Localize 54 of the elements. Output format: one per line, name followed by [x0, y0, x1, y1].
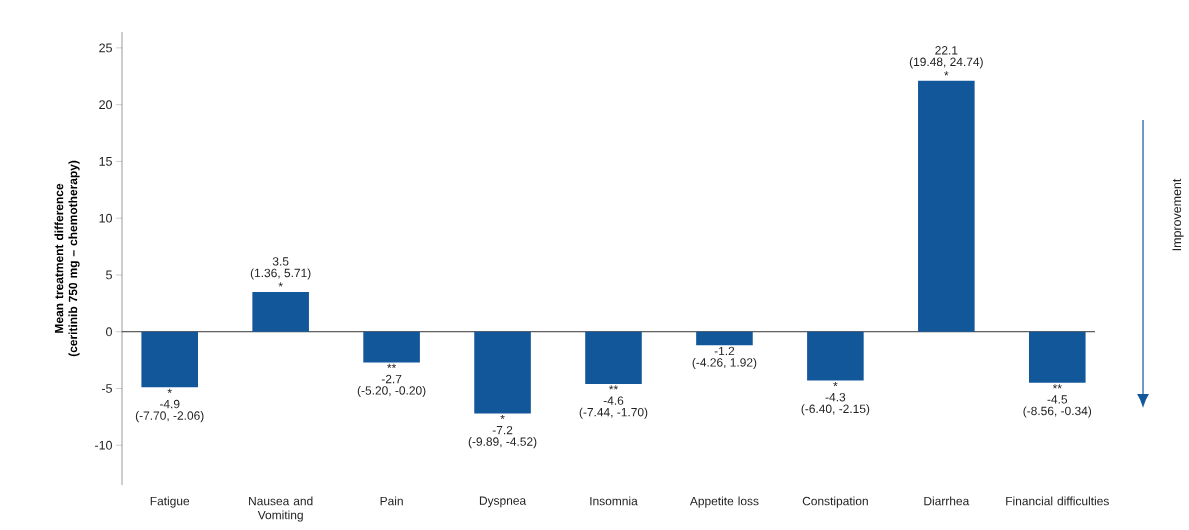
- x-tick-label: Fatigue: [150, 496, 190, 508]
- y-tick-label: -10: [95, 440, 112, 450]
- bar: [807, 331, 864, 381]
- x-tick-label: Financial difficulties: [1006, 496, 1109, 506]
- annotation: *: [833, 381, 838, 387]
- x-tick-label: Insomnia: [590, 496, 638, 506]
- annotation: (-4.26, 1.92): [692, 357, 757, 370]
- x-tick-label: Nausea and Vomiting: [249, 496, 313, 522]
- bar: [363, 331, 420, 363]
- annotation: *: [944, 71, 949, 76]
- annotation: (-7.44, -1.70): [579, 407, 648, 419]
- bar: [1028, 331, 1086, 383]
- bar: [474, 331, 531, 414]
- data-label: -4.9: [159, 399, 180, 409]
- data-label: -4.5: [1047, 395, 1068, 404]
- annotation: *: [278, 282, 283, 287]
- y-tick-label: 0: [106, 327, 112, 337]
- annotation: **: [609, 385, 618, 390]
- bar: [141, 331, 198, 388]
- annotation: (-7.70, -2.06): [135, 411, 204, 423]
- text: Improvement: [1172, 178, 1184, 251]
- annotation: (-9.89, -4.52): [468, 437, 537, 449]
- annotation: *: [500, 414, 505, 420]
- annotation: **: [387, 363, 397, 368]
- y-tick-label: 25: [99, 43, 112, 53]
- annotation: (-6.40, -2.15): [801, 404, 870, 416]
- y-tick-label: 10: [99, 213, 112, 223]
- y-axis-title: Mean treatment difference (ceritinib 750 mg – chemotherapy): [54, 160, 80, 357]
- annotation: (-8.56, -0.34): [1023, 406, 1092, 418]
- x-tick-label: Diarrhea: [924, 496, 970, 506]
- annotation: *: [167, 388, 172, 393]
- y-tick-label: 20: [99, 100, 112, 110]
- data-label: -4.6: [603, 396, 624, 405]
- data-label: -7.2: [492, 425, 513, 435]
- annotation: (1.36, 5.71): [250, 268, 311, 280]
- data-label: -2.7: [381, 374, 402, 384]
- x-tick-label: Dyspnea: [479, 496, 527, 508]
- bar: [918, 80, 975, 332]
- data-label: -4.3: [825, 392, 846, 402]
- data-label: 3.5: [272, 257, 289, 266]
- bar: [252, 291, 309, 332]
- y-tick-label: -5: [101, 384, 112, 393]
- x-tick-label: Constipation: [802, 496, 868, 508]
- x-tick-label: Appetite loss: [689, 496, 759, 508]
- x-tick-label: Pain: [380, 496, 403, 506]
- annotation: (19.48, 24.74): [909, 57, 983, 69]
- annotation: **: [1052, 384, 1062, 389]
- y-tick-label: 15: [99, 157, 112, 166]
- data-label: -1.2: [714, 346, 735, 356]
- bar: [585, 331, 642, 384]
- y-tick-label: 5: [106, 270, 112, 280]
- bar: [696, 331, 753, 346]
- data-label: 22.1: [935, 46, 958, 55]
- annotation: (-5.20, -0.20): [357, 385, 426, 398]
